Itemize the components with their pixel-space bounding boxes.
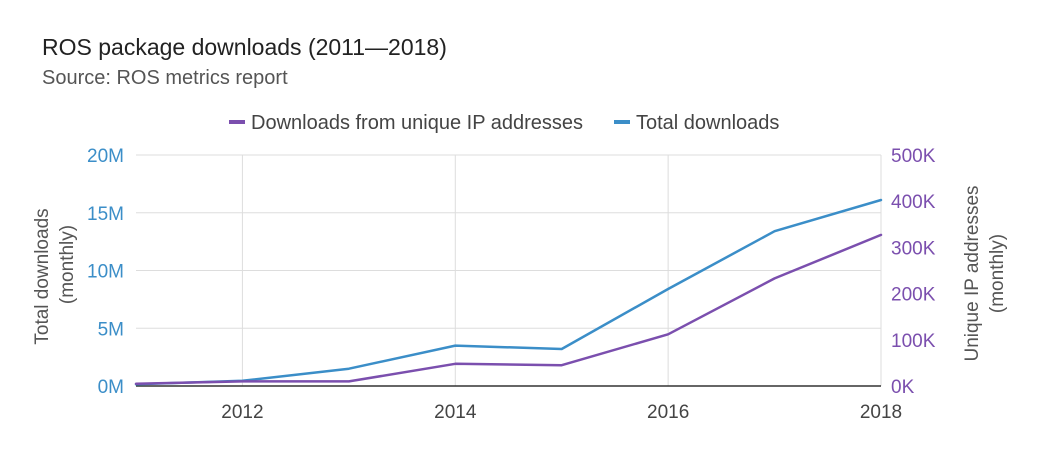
y-right-tick-label: 200K — [891, 285, 936, 306]
x-tick-label: 2016 — [647, 402, 689, 423]
series-line-total-downloads — [134, 198, 883, 386]
legend: Downloads from unique IP addresses Total … — [229, 112, 779, 134]
x-tick-label: 2018 — [860, 402, 902, 423]
series-line-unique-ip — [134, 233, 883, 385]
y-left-tick-label: 0M — [98, 377, 124, 398]
y-left-axis-title: Total downloads — [32, 208, 53, 344]
y-right-tick-label: 100K — [891, 331, 936, 352]
legend-item-total-downloads: Total downloads — [636, 112, 779, 134]
y-right-tick-label: 400K — [891, 192, 936, 213]
y-left-tick-label: 15M — [87, 204, 124, 225]
y-left-tick-label: 10M — [87, 262, 124, 283]
y-left-axis-subtitle: (monthly) — [57, 225, 78, 304]
y-right-tick-label: 500K — [891, 146, 936, 167]
grid-layer — [136, 154, 882, 386]
x-tick-label: 2012 — [221, 402, 263, 423]
axis-layer: 0M 5M 10M 15M 20M 0K 100K 200K 300K 400K 500K 2012 2… — [32, 146, 1008, 423]
legend-item-unique-ip: Downloads from unique IP addresses — [251, 112, 583, 134]
y-right-axis-title: Unique IP addresses — [962, 185, 983, 361]
y-right-axis-subtitle: (monthly) — [987, 234, 1008, 313]
chart-title: ROS package downloads (2011—2018) — [42, 34, 447, 60]
y-right-tick-label: 300K — [891, 238, 936, 259]
y-left-tick-label: 5M — [98, 319, 124, 340]
x-tick-label: 2014 — [434, 402, 477, 423]
y-left-tick-label: 20M — [87, 146, 124, 167]
y-right-tick-label: 0K — [891, 377, 915, 398]
series-layer — [134, 198, 883, 386]
chart-subtitle: Source: ROS metrics report — [42, 67, 288, 89]
